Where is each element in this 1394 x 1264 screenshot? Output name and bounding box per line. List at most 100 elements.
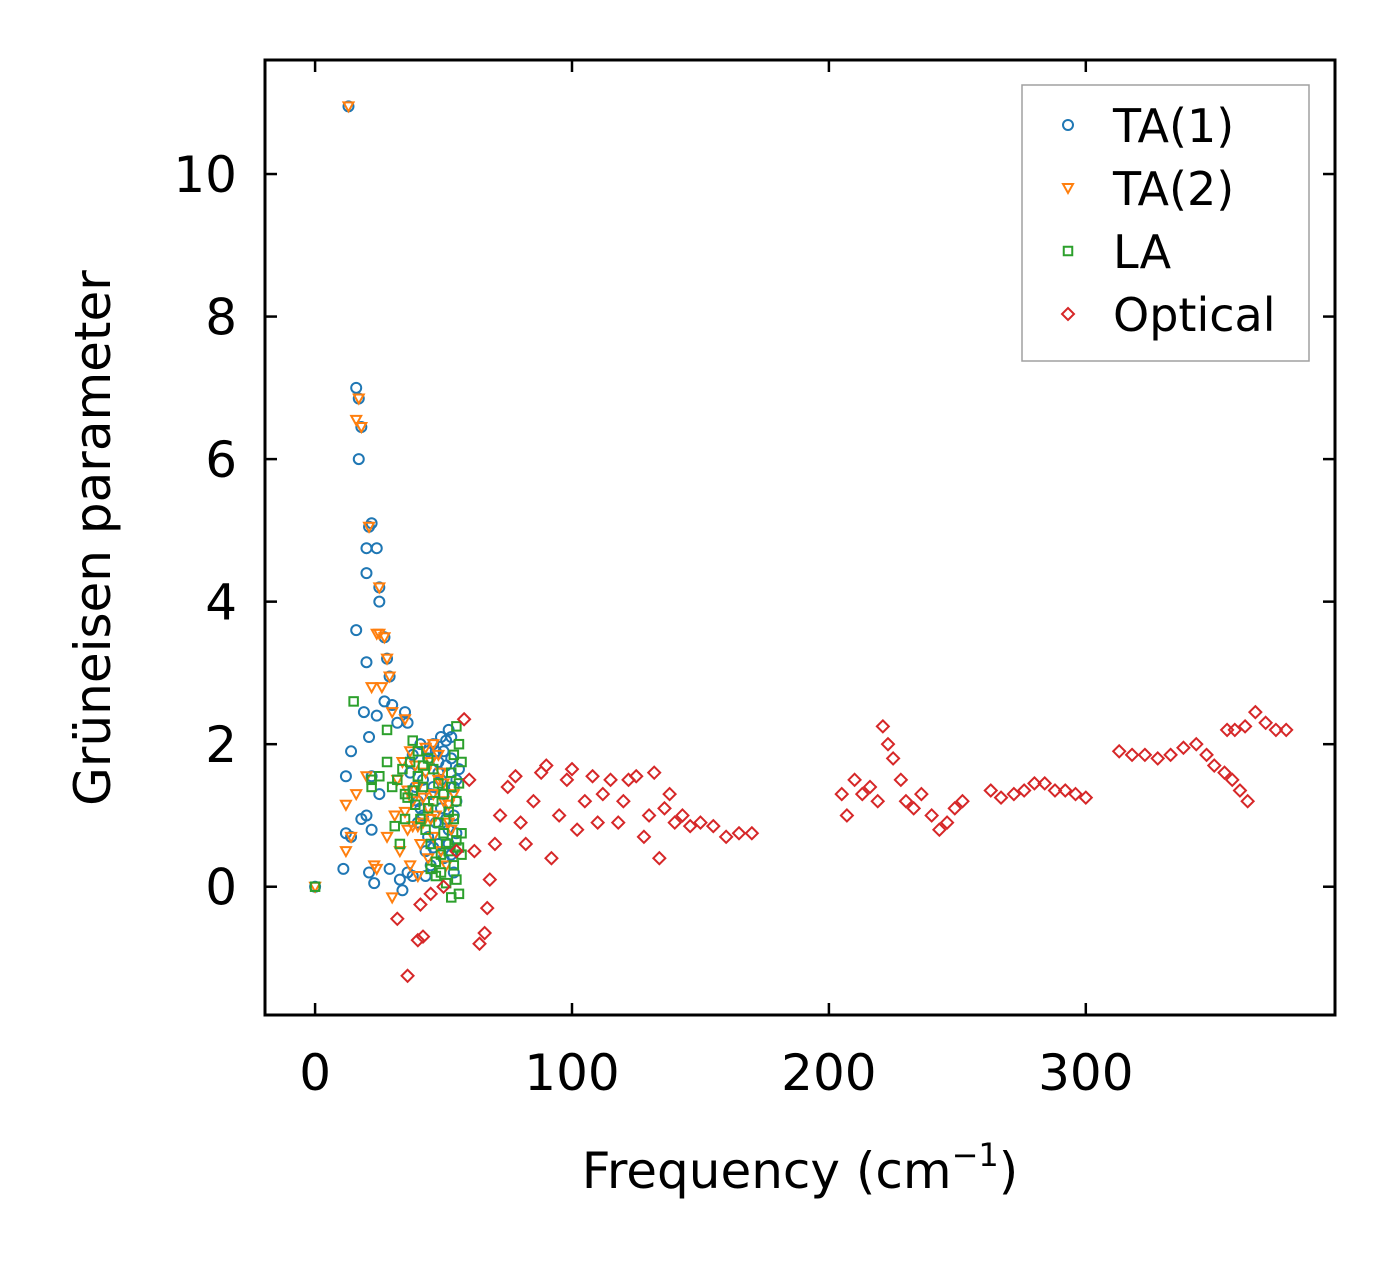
data-point	[380, 831, 394, 844]
data-point	[399, 813, 411, 825]
data-point	[370, 863, 384, 876]
data-point	[446, 892, 457, 903]
data-point	[451, 795, 462, 807]
data-point	[847, 772, 863, 788]
data-point	[461, 772, 477, 788]
data-point	[398, 714, 412, 727]
data-point	[731, 825, 747, 841]
data-point	[389, 911, 405, 927]
series-la	[309, 696, 467, 903]
data-point	[388, 810, 402, 823]
data-point	[1016, 783, 1032, 798]
data-point	[875, 718, 891, 734]
data-point	[413, 897, 428, 912]
legend-label: LA	[1113, 225, 1172, 279]
data-point	[410, 932, 426, 948]
data-point	[1206, 758, 1222, 773]
data-point	[412, 746, 424, 757]
data-point	[412, 771, 424, 782]
data-point	[438, 828, 449, 839]
data-point	[544, 850, 559, 866]
data-point	[440, 838, 452, 850]
data-point	[931, 822, 947, 838]
data-point	[413, 838, 428, 852]
data-point	[913, 786, 929, 802]
data-point	[410, 799, 421, 811]
data-point	[839, 808, 855, 823]
data-point	[1237, 718, 1253, 734]
data-point	[1278, 722, 1294, 738]
data-point	[610, 815, 626, 830]
data-point	[373, 788, 386, 801]
data-point	[392, 774, 403, 786]
axis-ticks: 0 100 200 300 0 2 4 6 8 10	[173, 60, 1335, 1102]
data-point	[360, 567, 373, 580]
data-point	[1124, 747, 1140, 763]
x-axis-label: Frequency (cm−1)	[582, 1136, 1019, 1200]
data-point	[1247, 704, 1263, 720]
x-tick-label: 100	[524, 1044, 619, 1102]
data-point	[380, 653, 394, 666]
data-point	[393, 873, 406, 886]
data-point	[344, 831, 358, 844]
data-point	[675, 808, 690, 823]
y-tick-label: 0	[205, 859, 237, 917]
data-point	[513, 815, 529, 830]
data-point	[636, 829, 652, 845]
data-point	[339, 799, 353, 812]
data-point	[448, 749, 460, 761]
data-point	[1163, 747, 1178, 763]
data-point	[446, 767, 457, 778]
data-point	[397, 763, 408, 775]
data-point	[426, 789, 440, 802]
data-point	[428, 763, 439, 775]
data-point	[360, 656, 373, 669]
data-point	[1258, 715, 1274, 731]
x-tick-label: 300	[1038, 1044, 1133, 1102]
data-point	[407, 735, 418, 746]
data-point	[386, 698, 399, 711]
data-point	[564, 761, 580, 777]
data-point	[1227, 722, 1243, 738]
data-point	[682, 818, 698, 834]
data-point	[398, 806, 412, 819]
series-ta-2	[308, 101, 461, 905]
data-point	[411, 871, 425, 884]
data-point	[955, 793, 970, 809]
data-point	[1268, 722, 1284, 738]
data-point	[385, 707, 399, 720]
data-point	[1027, 775, 1042, 791]
data-point	[538, 758, 554, 773]
data-point	[339, 770, 352, 783]
data-point	[1057, 783, 1073, 798]
data-point	[569, 822, 585, 838]
data-point	[508, 768, 523, 784]
data-point	[428, 795, 439, 807]
y-tick-label: 4	[205, 574, 237, 632]
data-point	[1068, 786, 1083, 802]
data-point	[368, 877, 381, 890]
data-point	[657, 800, 672, 816]
data-point	[389, 820, 400, 832]
data-point	[363, 731, 376, 744]
legend-label: Optical	[1113, 288, 1275, 342]
data-point	[667, 815, 683, 830]
data-point	[744, 825, 760, 841]
data-point	[1217, 765, 1232, 781]
data-point	[1137, 747, 1153, 763]
data-point	[415, 813, 426, 825]
data-point	[374, 771, 385, 782]
data-point	[1078, 790, 1094, 806]
data-point	[433, 817, 444, 828]
data-point	[355, 813, 368, 826]
data-point	[466, 843, 482, 859]
data-point	[518, 836, 534, 852]
data-point	[448, 843, 464, 859]
data-point	[372, 582, 387, 595]
legend-box	[1021, 84, 1310, 362]
data-point	[373, 595, 386, 608]
legend: TA(1) TA(2) LA Optical	[1021, 84, 1310, 362]
data-point	[1232, 783, 1248, 798]
data-point	[309, 881, 321, 892]
data-point	[451, 721, 462, 732]
